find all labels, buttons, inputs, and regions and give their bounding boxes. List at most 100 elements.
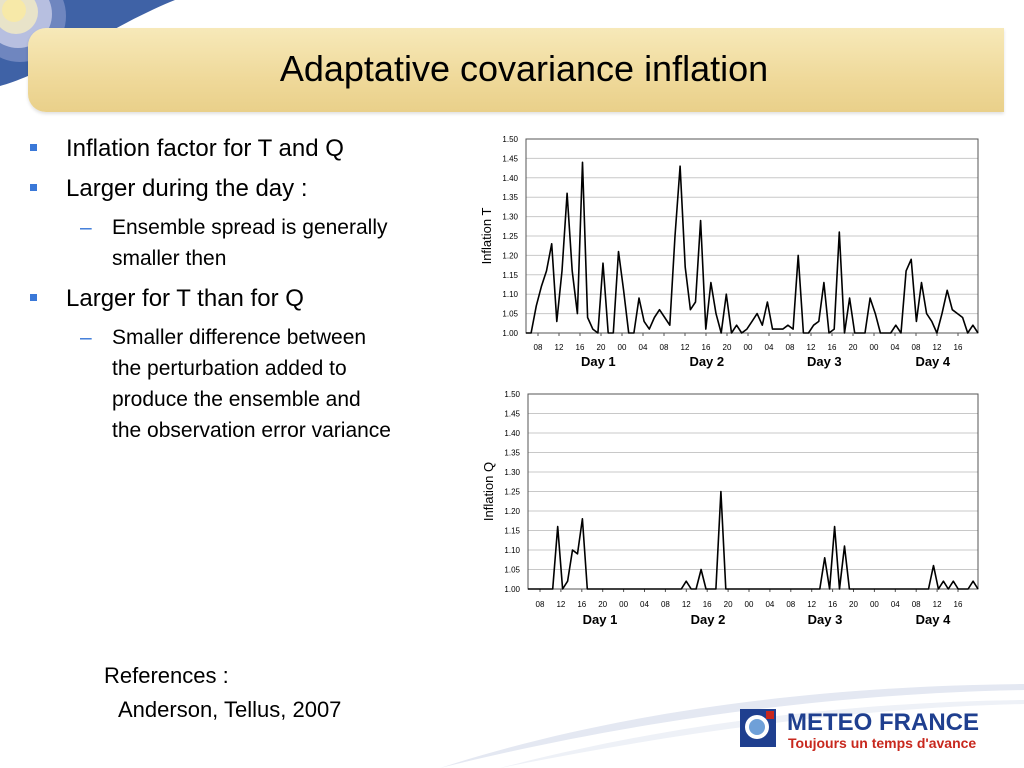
- x-tick-label: 04: [891, 343, 900, 352]
- y-axis-label: Inflation Q: [481, 462, 496, 521]
- x-tick-label: 04: [639, 343, 648, 352]
- x-tick-label: 04: [765, 600, 774, 609]
- bullet-item: Larger during the day :: [26, 174, 466, 204]
- y-tick-label: 1.10: [502, 290, 518, 299]
- plot-frame: [525, 138, 979, 334]
- sub-bullet-item: – Ensemble spread is generally smaller t…: [26, 212, 466, 274]
- x-tick-label: 20: [723, 343, 732, 352]
- title-banner: [28, 28, 1004, 112]
- day-label: Day 2: [689, 354, 724, 369]
- day-label: Day 3: [807, 354, 842, 369]
- y-tick-label: 1.40: [504, 429, 520, 438]
- bullet-list: Inflation factor for T and Q Larger duri…: [26, 134, 466, 456]
- x-tick-label: 16: [954, 600, 963, 609]
- day-label: Day 4: [915, 354, 950, 369]
- slide-title: Adaptative covariance inflation: [279, 48, 769, 89]
- x-tick-label: 08: [786, 343, 795, 352]
- y-tick-label: 1.00: [504, 585, 520, 594]
- chart-panel-1: 1.00 1.05 1.10 1.15 1.20 1.25 1.30 1.35 1.40 1.45…: [479, 135, 979, 369]
- x-tick-label: 16: [954, 343, 963, 352]
- x-tick-label: 16: [828, 343, 837, 352]
- inflation-charts: 1.00 1.05 1.10 1.15 1.20 1.25 1.30 1.35 1.40 1.45…: [479, 135, 979, 627]
- day-label: Day 3: [808, 612, 843, 627]
- x-tick-label: 00: [618, 343, 627, 352]
- meteo-france-logo-icon: [740, 709, 776, 747]
- sub-bullet-line: the observation error variance: [112, 419, 391, 442]
- x-tick-label: 16: [577, 600, 586, 609]
- x-tick-label: 12: [681, 343, 690, 352]
- x-tick-label: 12: [556, 600, 565, 609]
- x-tick-label: 16: [702, 343, 711, 352]
- y-tick-label: 1.50: [502, 135, 518, 144]
- y-tick-label: 1.45: [504, 410, 520, 419]
- day-label: Day 2: [691, 612, 726, 627]
- x-tick-label: 20: [598, 600, 607, 609]
- x-tick-label: 16: [828, 600, 837, 609]
- logo-tagline: Toujours un temps d'avance: [788, 735, 977, 751]
- y-tick-label: 1.45: [502, 154, 518, 163]
- x-tick-label: 08: [912, 343, 921, 352]
- bullet-text: Larger during the day :: [66, 175, 308, 202]
- sub-bullet-line: Ensemble spread is generally: [112, 216, 388, 239]
- x-tick-label: 00: [870, 600, 879, 609]
- x-tick-label: 08: [912, 600, 921, 609]
- sub-bullet-line: Smaller difference between: [112, 326, 367, 349]
- logo-name: METEO FRANCE: [787, 709, 979, 736]
- sub-bullet-line: smaller then: [112, 247, 227, 270]
- x-tick-label: 12: [807, 600, 816, 609]
- x-tick-label: 16: [703, 600, 712, 609]
- day-label: Day 1: [581, 354, 616, 369]
- x-tick-label: 08: [661, 600, 670, 609]
- x-tick-label: 04: [765, 343, 774, 352]
- y-tick-label: 1.50: [504, 390, 520, 399]
- x-tick-label: 04: [891, 600, 900, 609]
- y-tick-label: 1.20: [504, 507, 520, 516]
- series-line: [526, 161, 979, 334]
- x-tick-label: 04: [640, 600, 649, 609]
- sub-bullet-item: – Smaller difference between the perturb…: [26, 322, 466, 446]
- x-tick-label: 00: [744, 343, 753, 352]
- sub-bullet-line: the perturbation added to: [112, 357, 347, 380]
- x-tick-label: 00: [745, 600, 754, 609]
- x-tick-label: 12: [555, 343, 564, 352]
- x-tick-label: 20: [849, 343, 858, 352]
- y-tick-label: 1.25: [504, 488, 520, 497]
- x-tick-label: 00: [619, 600, 628, 609]
- references-label: References :: [104, 663, 229, 688]
- x-tick-label: 08: [536, 600, 545, 609]
- y-tick-label: 1.35: [502, 193, 518, 202]
- dash-bullet-icon: –: [80, 326, 92, 349]
- y-tick-label: 1.40: [502, 174, 518, 183]
- day-label: Day 1: [583, 612, 618, 627]
- x-tick-label: 12: [807, 343, 816, 352]
- y-tick-label: 1.20: [502, 251, 518, 260]
- y-tick-label: 1.05: [502, 310, 518, 319]
- y-axis-label: Inflation T: [479, 208, 494, 265]
- square-bullet-icon: [30, 144, 37, 151]
- square-bullet-icon: [30, 184, 37, 191]
- x-tick-label: 20: [849, 600, 858, 609]
- x-tick-label: 08: [660, 343, 669, 352]
- y-tick-label: 1.30: [502, 213, 518, 222]
- bullet-text: Inflation factor for T and Q: [66, 135, 344, 162]
- y-tick-label: 1.25: [502, 232, 518, 241]
- x-tick-label: 12: [933, 600, 942, 609]
- dash-bullet-icon: –: [80, 216, 92, 239]
- x-tick-label: 00: [870, 343, 879, 352]
- bullet-text: Larger for T than for Q: [66, 285, 304, 312]
- x-tick-label: 20: [597, 343, 606, 352]
- sub-bullet-line: produce the ensemble and: [112, 388, 361, 411]
- x-tick-label: 08: [534, 343, 543, 352]
- x-tick-label: 16: [576, 343, 585, 352]
- y-tick-label: 1.30: [504, 468, 520, 477]
- chart-panel-2: 1.00 1.05 1.10 1.15 1.20 1.25 1.30 1.35 1.40 1.45…: [481, 390, 979, 627]
- square-bullet-icon: [30, 294, 37, 301]
- y-tick-label: 1.00: [502, 329, 518, 338]
- y-tick-label: 1.05: [504, 566, 520, 575]
- x-tick-label: 08: [786, 600, 795, 609]
- y-tick-label: 1.15: [504, 527, 520, 536]
- bullet-item: Larger for T than for Q: [26, 284, 466, 314]
- x-tick-label: 20: [724, 600, 733, 609]
- y-tick-label: 1.15: [502, 271, 518, 280]
- x-tick-label: 12: [682, 600, 691, 609]
